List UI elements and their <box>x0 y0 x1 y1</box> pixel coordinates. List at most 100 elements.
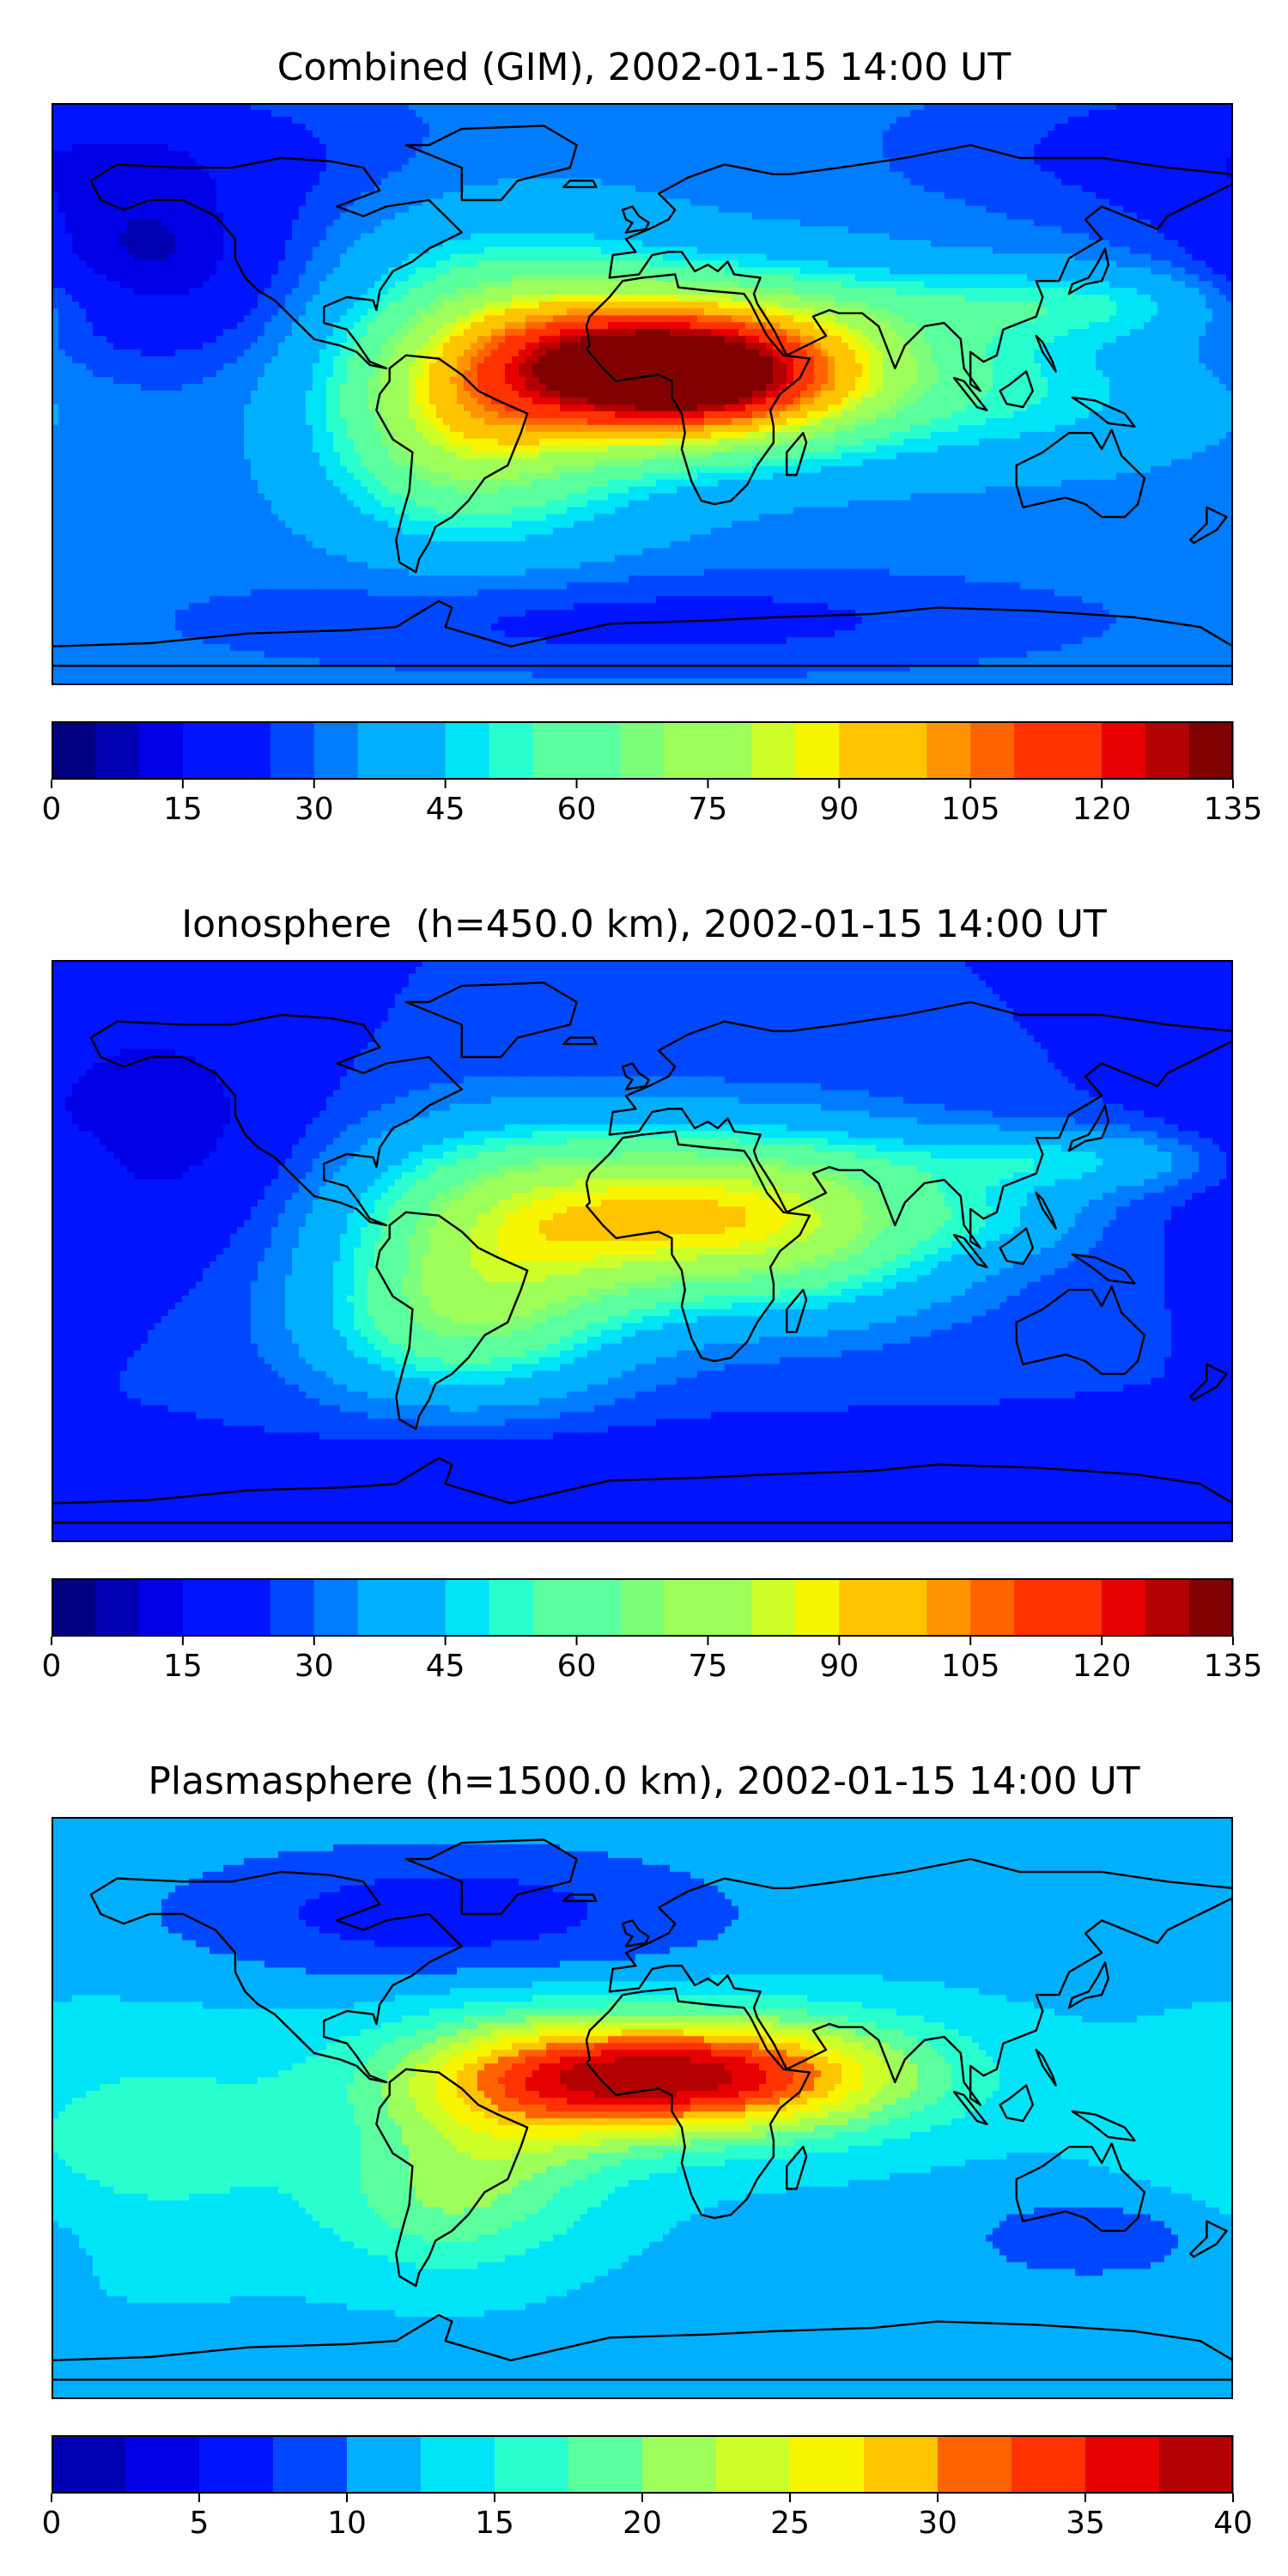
colorbar-tick-label: 30 <box>295 1649 334 1684</box>
colorbar-tick-label: 45 <box>426 1649 465 1684</box>
coast-japan <box>1067 247 1109 295</box>
colorbar-swatch <box>883 1578 927 1637</box>
colorbar-swatch <box>125 2435 200 2494</box>
coast-borneo <box>999 2084 1034 2123</box>
colorbar-frame <box>52 2435 1233 2494</box>
colorbar-swatch <box>1102 721 1146 780</box>
colorbar-swatch <box>313 1578 359 1637</box>
colorbar-swatch <box>664 721 709 780</box>
coast-north-america <box>89 1013 463 1227</box>
colorbar-tick-label: 15 <box>475 2506 514 2541</box>
colorbar-swatch <box>839 721 884 780</box>
coast-australia <box>1015 1285 1145 1376</box>
coast-uk <box>621 1919 650 1947</box>
colorbar-tick-label: 105 <box>941 1649 1000 1684</box>
coast-philippines <box>1035 2049 1057 2087</box>
colorbar-tick-label: 75 <box>689 1649 728 1684</box>
coast-iceland <box>562 1893 598 1903</box>
colorbar-tick-label: 5 <box>190 2506 210 2541</box>
coast-new-guinea <box>1071 396 1136 428</box>
colorbar-tick-label: 35 <box>1066 2506 1105 2541</box>
colorbar-swatch <box>52 721 96 780</box>
map-frame <box>52 1817 1233 2399</box>
colorbar-tick-label: 0 <box>42 1649 62 1684</box>
coast-sumatra <box>952 1234 988 1268</box>
colorbar-swatch <box>620 1578 665 1637</box>
colorbar-swatch <box>1145 1578 1190 1637</box>
colorbar-swatch <box>716 2435 791 2494</box>
colorbar-swatch <box>357 721 403 780</box>
coast-eurasia <box>608 143 1233 392</box>
colorbar-tick-label: 25 <box>770 2506 810 2541</box>
colorbar-tick-label: 15 <box>163 1649 203 1684</box>
coast-antarctica <box>52 1456 1233 1524</box>
colorbar-tick-label: 45 <box>426 792 465 827</box>
coast-north-america <box>89 1870 463 2084</box>
colorbar-svg-ionosphere: 0 15 30 45 60 75 90 105 120 135 <box>42 1578 1262 1684</box>
colorbar-swatch <box>313 721 359 780</box>
colorbar-swatch <box>1058 1578 1103 1637</box>
colorbar-swatch <box>401 721 447 780</box>
map-plasmasphere <box>52 1817 1233 2399</box>
colorbar-swatch <box>94 1578 140 1637</box>
coast-madagascar <box>786 432 808 477</box>
colorbar-swatch <box>532 721 578 780</box>
colorbar-swatch <box>182 1578 228 1637</box>
coastlines <box>52 981 1233 1524</box>
map-frame <box>52 103 1233 685</box>
coast-uk <box>621 1062 650 1091</box>
coast-borneo <box>999 1227 1034 1266</box>
contour-field <box>52 1817 1233 2399</box>
colorbar-swatch <box>1012 2435 1086 2494</box>
coast-new-zealand <box>1189 2220 1228 2258</box>
map-svg-combined <box>52 103 1233 685</box>
colorbar-swatch <box>938 2435 1012 2494</box>
colorbar-tick-label: 30 <box>295 792 334 827</box>
coast-sumatra <box>952 377 988 411</box>
colorbar-svg-combined: 0 15 30 45 60 75 90 105 120 135 <box>42 721 1262 827</box>
coast-japan <box>1067 1961 1109 2009</box>
colorbar-swatch <box>445 1578 490 1637</box>
colorbar-swatch <box>138 1578 184 1637</box>
colorbar-tick-label: 75 <box>689 792 728 827</box>
coast-australia <box>1015 428 1145 519</box>
colorbar-swatch <box>927 721 971 780</box>
coast-north-america <box>89 156 463 370</box>
colorbar-swatch <box>445 721 490 780</box>
colorbar-tick-label: 40 <box>1213 2506 1253 2541</box>
colorbar-swatch <box>182 721 228 780</box>
coast-antarctica <box>52 599 1233 667</box>
coast-greenland <box>404 981 578 1059</box>
colorbar-swatch <box>927 1578 971 1637</box>
colorbar-tick-label: 0 <box>42 2506 62 2541</box>
coast-uk <box>621 205 650 234</box>
map-frame <box>52 960 1233 1542</box>
colorbar-swatch <box>1145 721 1190 780</box>
colorbar-combined: 0 15 30 45 60 75 90 105 120 135 <box>42 721 1262 827</box>
colorbar-swatch <box>489 1578 534 1637</box>
colorbar-swatch <box>1014 721 1059 780</box>
colorbar-frame <box>52 1578 1233 1637</box>
colorbar-swatch <box>52 2435 126 2494</box>
coast-iceland <box>562 1036 598 1046</box>
map-svg-ionosphere <box>52 960 1233 1542</box>
coast-antarctica <box>52 2313 1233 2381</box>
colorbar-swatch <box>1159 2435 1234 2494</box>
coast-iceland <box>562 179 598 189</box>
colorbar-swatch <box>273 2435 348 2494</box>
colorbar-tick-label: 120 <box>1072 1649 1132 1684</box>
colorbar-tick-label: 20 <box>623 2506 662 2541</box>
colorbar-swatch <box>199 2435 274 2494</box>
colorbar-swatch <box>94 721 140 780</box>
colorbar-swatch <box>489 721 534 780</box>
colorbar-swatch <box>970 721 1015 780</box>
colorbar-swatch <box>708 721 752 780</box>
colorbar-ionosphere: 0 15 30 45 60 75 90 105 120 135 <box>42 1578 1262 1684</box>
colorbar-swatch <box>883 721 927 780</box>
colorbar-tick-label: 10 <box>327 2506 367 2541</box>
panel-title-ionosphere: Ionosphere (h=450.0 km), 2002-01-15 14:0… <box>0 903 1288 946</box>
coastlines <box>52 125 1233 667</box>
coast-africa <box>585 273 811 506</box>
coast-africa <box>585 1130 811 1363</box>
coast-new-zealand <box>1189 1363 1228 1401</box>
